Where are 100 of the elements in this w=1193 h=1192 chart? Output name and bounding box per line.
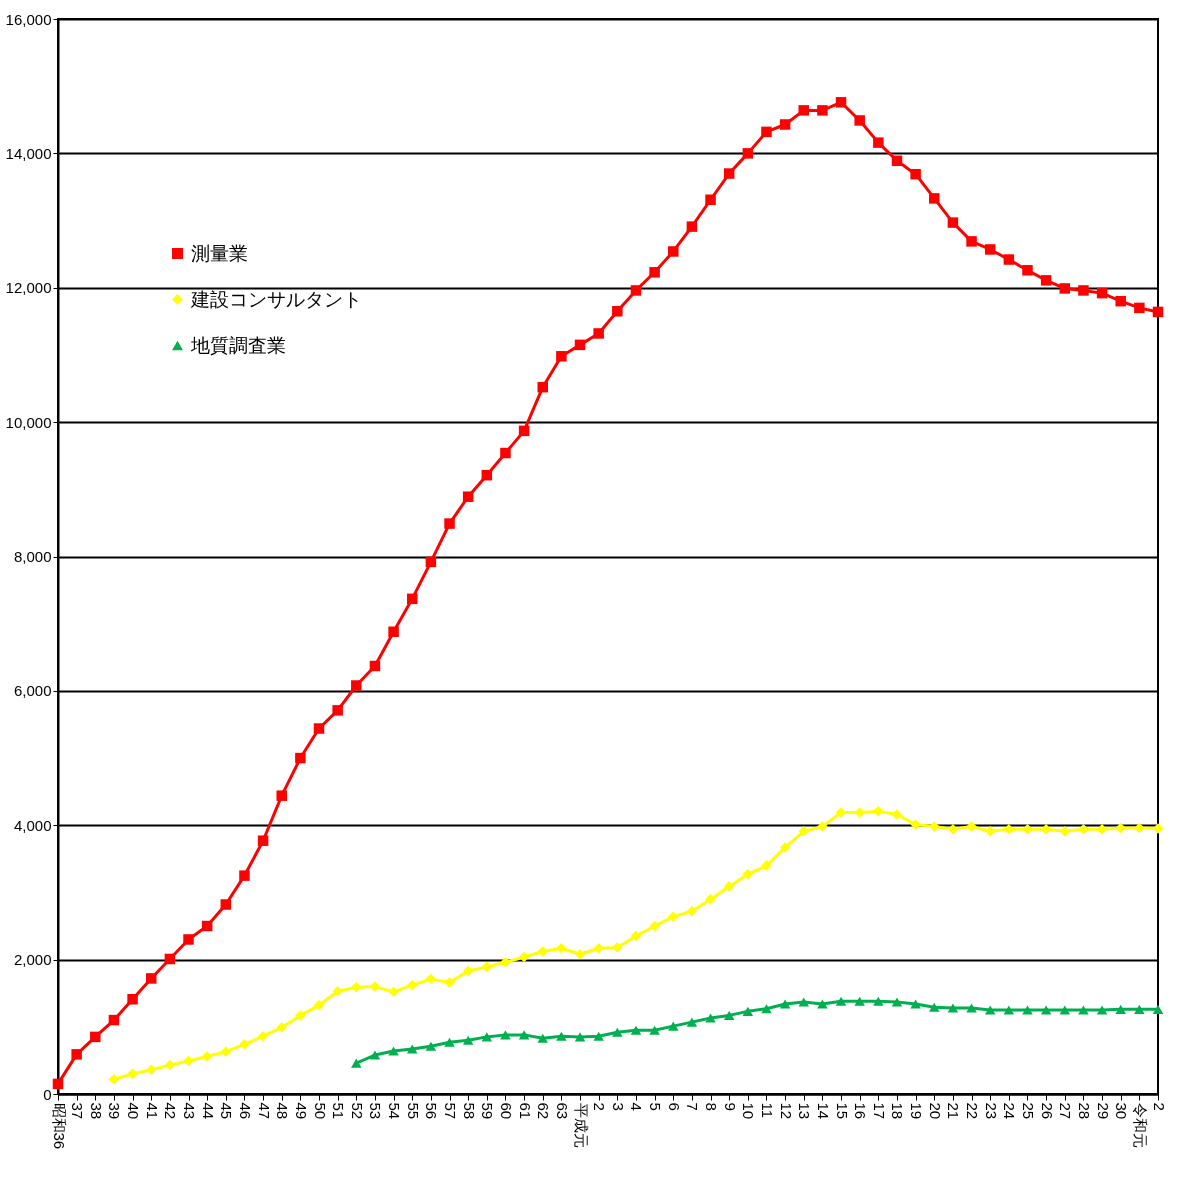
x-tick-label: 12	[777, 1102, 795, 1120]
point	[108, 1014, 120, 1026]
point	[966, 236, 977, 247]
point	[947, 1003, 959, 1013]
x-tick-label: 2	[591, 1102, 609, 1111]
x-tick-label: 52	[348, 1102, 366, 1120]
x-tick-label: 2	[1150, 1102, 1168, 1111]
point	[1134, 822, 1145, 834]
x-tick-label: 令和元	[1131, 1102, 1149, 1148]
point	[817, 105, 828, 116]
x-tick-label: 54	[386, 1102, 404, 1120]
x-tick-label: 43	[181, 1102, 199, 1120]
point	[332, 705, 343, 716]
point	[854, 115, 865, 126]
point	[518, 951, 530, 963]
point	[593, 1031, 604, 1041]
point	[686, 221, 698, 232]
point	[984, 244, 996, 255]
point	[723, 1010, 735, 1020]
point	[1022, 824, 1033, 835]
x-tick-label: 21	[945, 1102, 963, 1120]
x-tick-label: 49	[292, 1102, 310, 1120]
point	[1022, 1005, 1033, 1015]
point	[873, 805, 884, 817]
x-tick-label: 30	[1113, 1102, 1131, 1120]
point	[630, 930, 642, 942]
point	[761, 1004, 772, 1014]
point	[798, 105, 810, 116]
x-tick-label: 8	[703, 1102, 721, 1111]
x-tick-label: 24	[1001, 1102, 1019, 1120]
x-tick-label: 48	[274, 1102, 292, 1120]
point	[1040, 1005, 1052, 1015]
point	[1003, 254, 1015, 265]
point	[481, 1032, 493, 1042]
point	[835, 996, 847, 1006]
x-tick-label: 14	[814, 1102, 832, 1120]
y-tick-label: 6,000	[13, 682, 52, 700]
point	[556, 942, 567, 954]
point	[761, 126, 772, 138]
point	[1115, 1004, 1126, 1014]
point	[220, 1046, 232, 1057]
x-tick-label: 47	[255, 1102, 273, 1120]
point	[668, 911, 679, 922]
point	[388, 986, 399, 998]
y-tick-label: 8,000	[13, 548, 52, 565]
x-tick-label: 7	[684, 1102, 702, 1111]
x-tick-label: 15	[833, 1102, 851, 1120]
point	[668, 246, 679, 257]
point	[742, 148, 754, 159]
x-tick-label: 44	[199, 1102, 217, 1120]
x-tick-label: 41	[143, 1102, 161, 1120]
point	[351, 981, 362, 993]
point	[593, 942, 604, 954]
point	[1152, 306, 1164, 318]
x-tick-label: 昭和36	[50, 1102, 68, 1150]
x-tick-label: 4	[628, 1102, 646, 1111]
point	[164, 953, 176, 965]
point	[239, 870, 250, 881]
point	[183, 934, 194, 945]
point	[1152, 823, 1164, 834]
point	[388, 1046, 399, 1056]
x-tick-label: 23	[982, 1102, 1000, 1120]
point	[649, 920, 660, 932]
point	[1003, 1005, 1015, 1015]
point	[910, 999, 921, 1009]
point	[406, 1044, 418, 1054]
point	[425, 973, 437, 985]
point	[444, 1037, 455, 1047]
point	[705, 1013, 716, 1023]
point	[1134, 1004, 1145, 1014]
point	[1040, 275, 1052, 286]
point	[500, 1030, 511, 1040]
point	[313, 1000, 325, 1011]
point	[351, 680, 362, 691]
point	[630, 1025, 642, 1035]
point	[649, 1025, 660, 1035]
point	[108, 1073, 120, 1085]
point	[1059, 283, 1071, 294]
point	[817, 999, 828, 1009]
point	[537, 381, 548, 393]
y-tick-label: 4,000	[13, 816, 52, 834]
x-tick-label: 18	[889, 1102, 907, 1120]
point	[947, 824, 959, 835]
x-tick-label: 29	[1094, 1102, 1112, 1120]
point	[556, 1031, 567, 1041]
point	[201, 1051, 213, 1062]
point	[257, 835, 269, 846]
x-tick-label: 57	[442, 1102, 460, 1120]
x-tick-label: 19	[908, 1102, 926, 1120]
point	[425, 556, 437, 568]
point	[369, 660, 381, 672]
point	[891, 155, 903, 167]
point	[1078, 1005, 1089, 1015]
point	[556, 351, 567, 362]
point	[1152, 1004, 1164, 1014]
legend-label: 建設コンサルタント	[190, 288, 362, 310]
x-tick-label: 22	[964, 1102, 982, 1120]
point	[630, 285, 642, 296]
point	[71, 1049, 82, 1060]
x-tick-label: 58	[460, 1102, 478, 1120]
